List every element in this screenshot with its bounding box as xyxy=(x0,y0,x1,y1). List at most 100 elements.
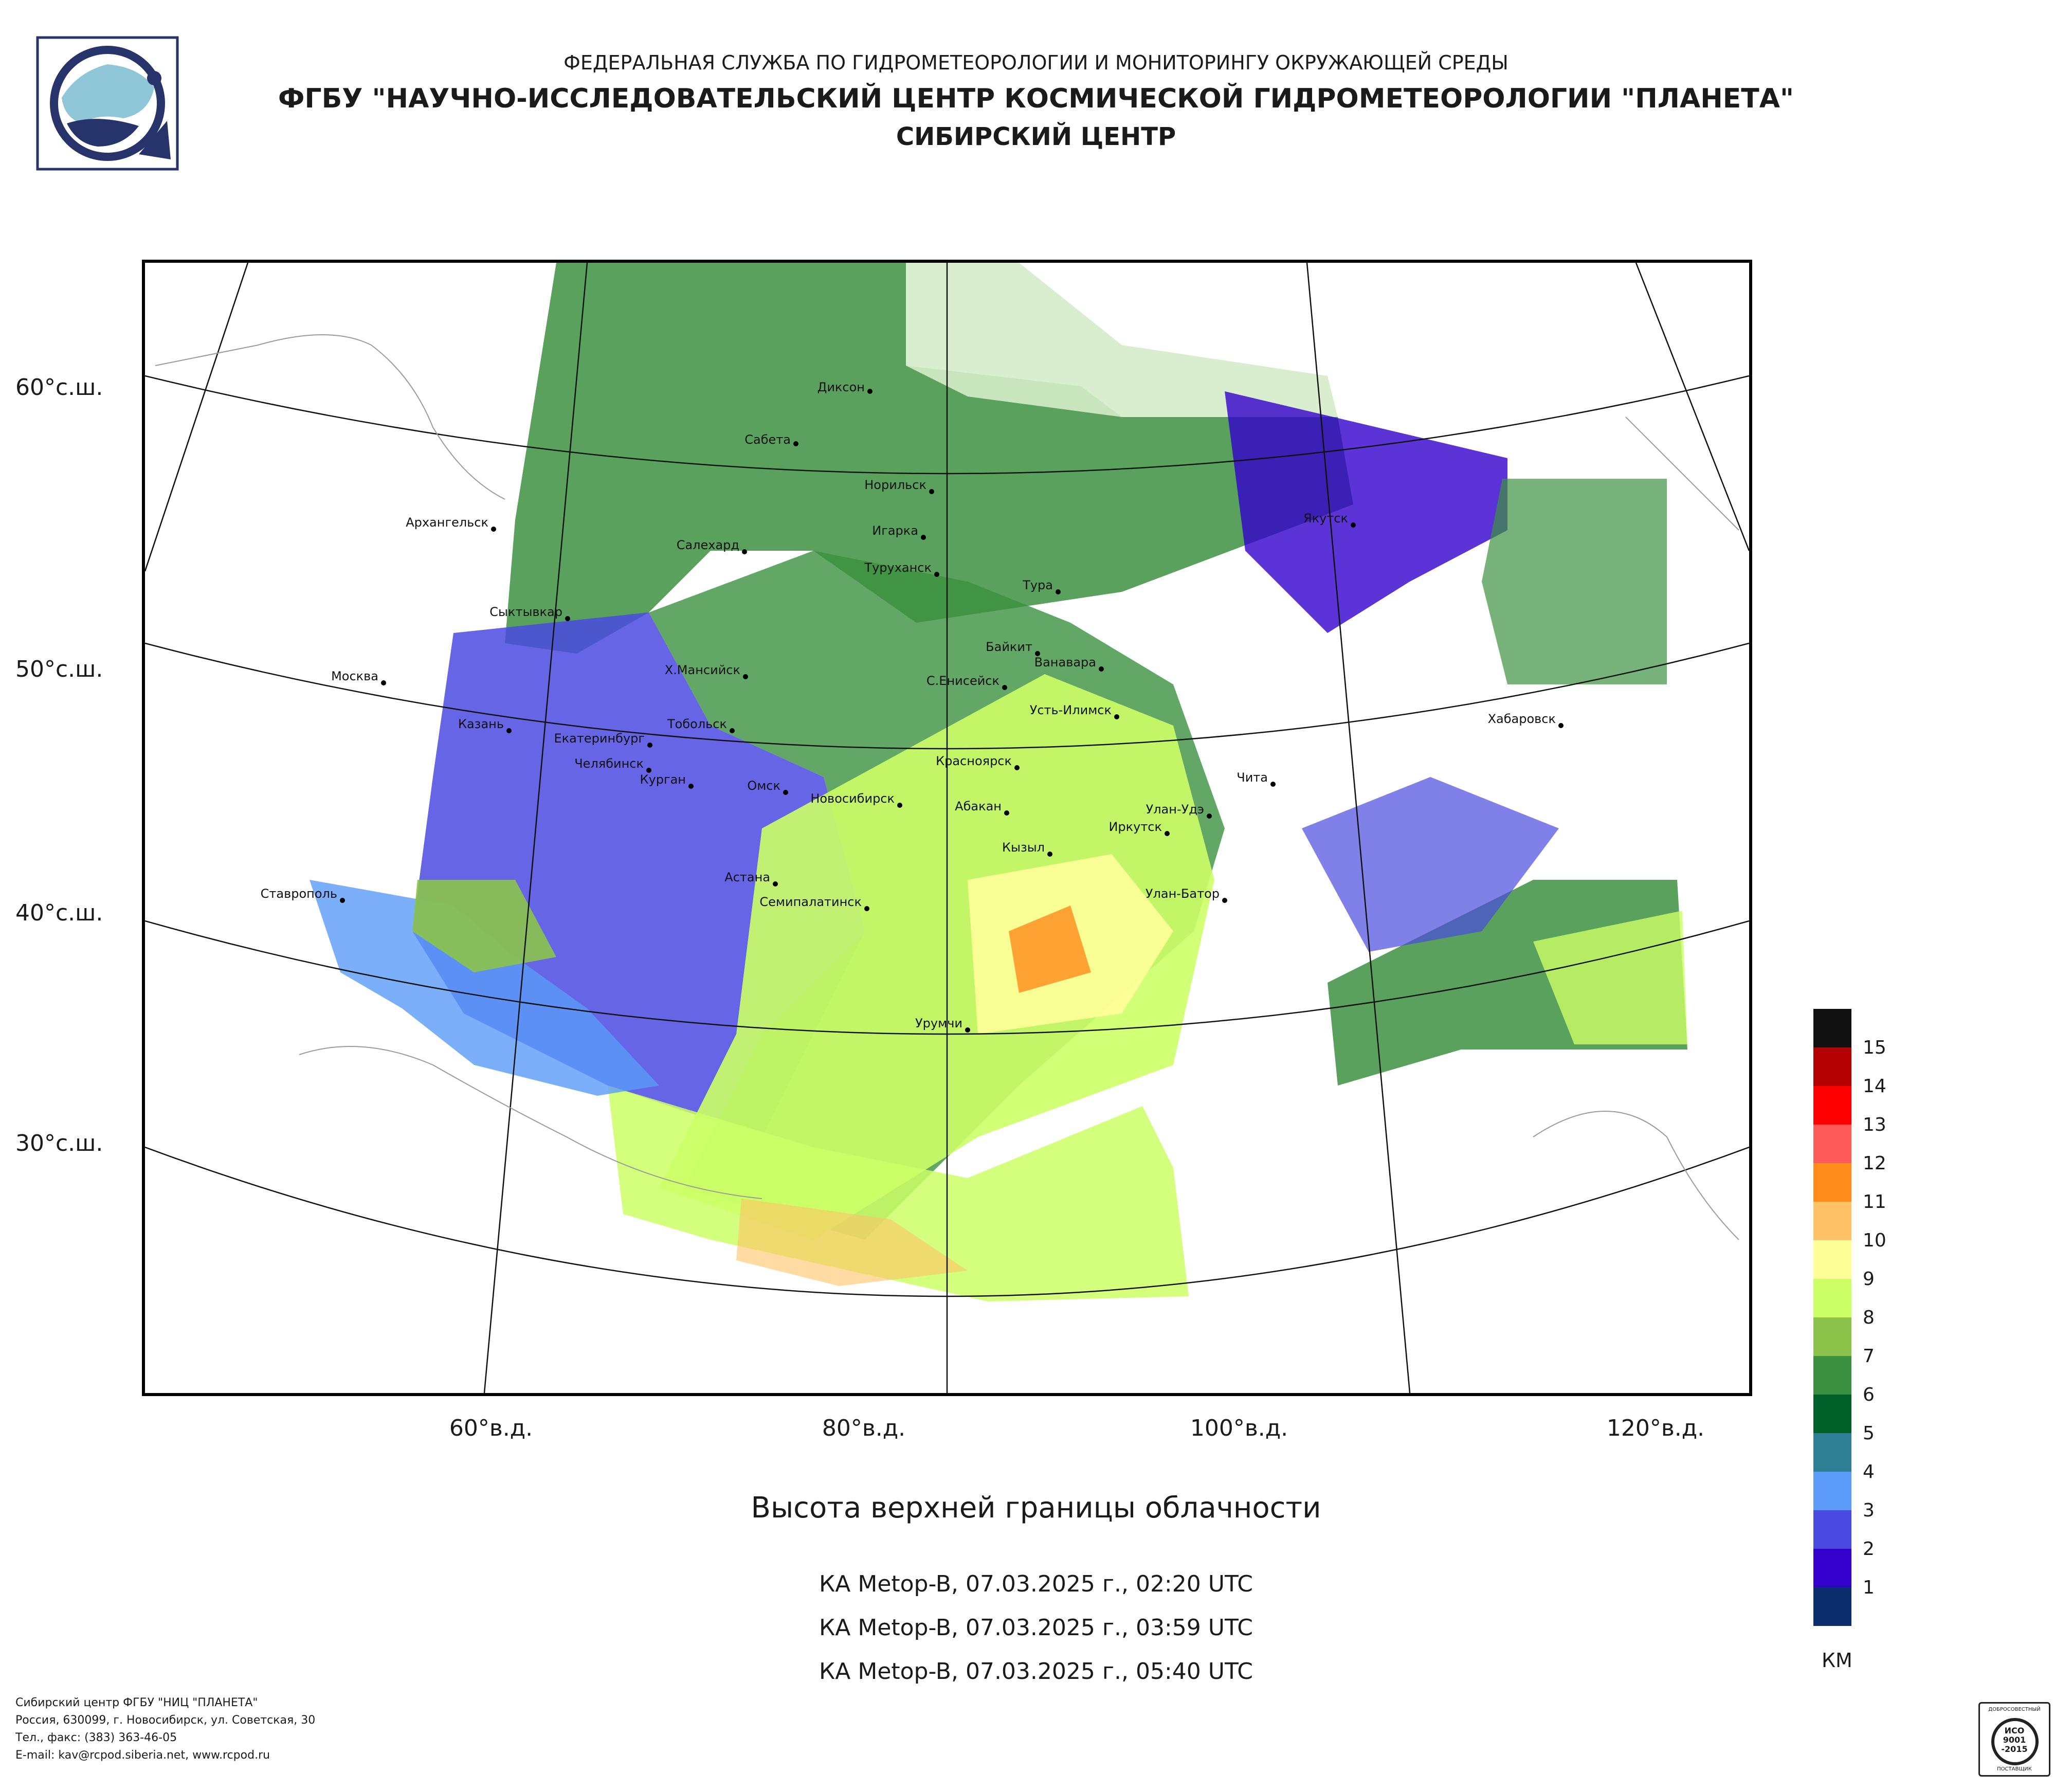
legend-label-9: 9 xyxy=(1863,1269,1875,1290)
legend-label-5: 5 xyxy=(1863,1423,1875,1444)
legend-swatch-15 xyxy=(1813,1047,1851,1086)
legend-label-12: 12 xyxy=(1863,1153,1886,1174)
svg-text:Игарка: Игарка xyxy=(872,523,918,538)
city-vanavara: Ванавара xyxy=(1034,655,1104,672)
city-markers: Диксон Сабета Норильск Архангельск Игарк… xyxy=(261,380,1564,1033)
svg-text:Якутск: Якутск xyxy=(1303,511,1348,526)
legend-swatch-top xyxy=(1813,1009,1851,1047)
svg-text:Омск: Омск xyxy=(747,779,780,793)
legend-label-1: 1 xyxy=(1863,1577,1875,1598)
legend-label-6: 6 xyxy=(1863,1384,1875,1405)
svg-text:Сабета: Сабета xyxy=(744,432,791,447)
legend-label-14: 14 xyxy=(1863,1076,1886,1097)
cert-line3: -2015 xyxy=(2001,1744,2028,1754)
city-novosibirsk: Новосибирск xyxy=(810,791,902,808)
city-tura: Тура xyxy=(1022,578,1061,594)
svg-text:Екатеринбург: Екатеринбург xyxy=(554,731,645,746)
svg-text:Абакан: Абакан xyxy=(955,799,1002,813)
svg-text:Байкит: Байкит xyxy=(986,640,1032,654)
svg-text:Хабаровск: Хабаровск xyxy=(1488,712,1556,726)
svg-text:Красноярск: Красноярск xyxy=(936,754,1012,768)
legend-label-2: 2 xyxy=(1863,1539,1875,1560)
svg-text:Тура: Тура xyxy=(1022,578,1053,592)
city-ust-ilimsk: Усть-Илимск xyxy=(1030,703,1119,719)
svg-text:Челябинск: Челябинск xyxy=(574,756,644,771)
city-ulan-ude: Улан-Удэ xyxy=(1146,802,1212,819)
city-s-eniseysk: С.Енисейск xyxy=(926,674,1007,690)
legend-swatch-10 xyxy=(1813,1240,1851,1279)
pass-3: КА Metop-B, 07.03.2025 г., 05:40 UTC xyxy=(819,1658,1253,1685)
svg-text:Норильск: Норильск xyxy=(864,478,926,492)
legend-swatch-8 xyxy=(1813,1317,1851,1356)
lat-label-30: 30°с.ш. xyxy=(15,1130,103,1156)
legend-swatch-4 xyxy=(1813,1472,1851,1510)
pass-1: КА Metop-B, 07.03.2025 г., 02:20 UTC xyxy=(819,1571,1253,1597)
legend-unit: КМ xyxy=(1822,1649,1852,1672)
svg-text:Улан-Батор: Улан-Батор xyxy=(1146,887,1220,901)
svg-text:Усть-Илимск: Усть-Илимск xyxy=(1030,703,1112,717)
agency-title: ФЕДЕРАЛЬНАЯ СЛУЖБА ПО ГИДРОМЕТЕОРОЛОГИИ … xyxy=(564,51,1508,74)
svg-text:Урумчи: Урумчи xyxy=(915,1016,962,1030)
svg-text:Х.Мансийск: Х.Мансийск xyxy=(665,663,740,677)
svg-text:Иркутск: Иркутск xyxy=(1108,820,1162,834)
planeta-logo xyxy=(36,36,179,171)
lon-label-100: 100°в.д. xyxy=(1190,1415,1288,1441)
city-chelyabinsk: Челябинск xyxy=(574,756,651,773)
svg-text:Тобольск: Тобольск xyxy=(667,717,727,731)
lat-label-60: 60°с.ш. xyxy=(15,374,103,401)
legend-label-8: 8 xyxy=(1863,1307,1875,1328)
city-ekaterinburg: Екатеринбург xyxy=(554,731,652,748)
legend-label-7: 7 xyxy=(1863,1346,1875,1367)
city-khanty-mansiysk: Х.Мансийск xyxy=(665,663,748,679)
city-omsk: Омск xyxy=(747,779,788,795)
legend-swatch-13 xyxy=(1813,1125,1851,1163)
city-kurgan: Курган xyxy=(640,772,694,789)
map-canvas: Диксон Сабета Норильск Архангельск Игарк… xyxy=(145,263,1749,1393)
city-norilsk: Норильск xyxy=(864,478,934,494)
cert-line1: ИСО xyxy=(2004,1726,2025,1735)
legend-swatch-2 xyxy=(1813,1549,1851,1587)
pass-2: КА Metop-B, 07.03.2025 г., 03:59 UTC xyxy=(819,1615,1253,1641)
svg-text:Архангельск: Архангельск xyxy=(406,515,488,530)
city-salekhard: Салехард xyxy=(677,538,747,554)
svg-text:Салехард: Салехард xyxy=(677,538,739,552)
city-irkutsk: Иркутск xyxy=(1108,820,1170,836)
city-arkhangelsk: Архангельск xyxy=(406,515,496,532)
legend-label-10: 10 xyxy=(1863,1230,1886,1251)
legend-swatch-12 xyxy=(1813,1163,1851,1202)
svg-text:Новосибирск: Новосибирск xyxy=(810,791,895,806)
city-baykit: Байкит xyxy=(986,640,1040,656)
legend-label-3: 3 xyxy=(1863,1500,1875,1521)
footer-phone: Тел., факс: (383) 363-46-05 xyxy=(15,1731,177,1744)
city-khabarovsk: Хабаровск xyxy=(1488,712,1564,728)
city-krasnoyarsk: Красноярск xyxy=(936,754,1020,770)
city-yakutsk: Якутск xyxy=(1303,511,1356,528)
lon-label-60: 60°в.д. xyxy=(449,1415,533,1441)
institute-title: ФГБУ "НАУЧНО-ИССЛЕДОВАТЕЛЬСКИЙ ЦЕНТР КОС… xyxy=(278,83,1794,114)
city-turukhansk: Туруханск xyxy=(864,560,939,577)
footer-org: Сибирский центр ФГБУ "НИЦ "ПЛАНЕТА" xyxy=(15,1696,258,1709)
city-dikson: Диксон xyxy=(817,380,873,394)
satellite-cloud-field xyxy=(310,263,1687,1301)
legend-swatch-9 xyxy=(1813,1279,1851,1317)
legend-swatch-11 xyxy=(1813,1202,1851,1240)
graticule xyxy=(145,263,1749,1393)
svg-text:Туруханск: Туруханск xyxy=(864,560,932,575)
svg-text:Кызыл: Кызыл xyxy=(1002,840,1045,855)
svg-text:Казань: Казань xyxy=(458,717,504,731)
contact-footer: Сибирский центр ФГБУ "НИЦ "ПЛАНЕТА" Росс… xyxy=(15,1694,315,1764)
legend-swatch-6 xyxy=(1813,1395,1851,1433)
coastline-sketch xyxy=(155,334,1739,1240)
city-tobolsk: Тобольск xyxy=(667,717,735,733)
lat-label-40: 40°с.ш. xyxy=(15,900,103,926)
lon-label-80: 80°в.д. xyxy=(822,1415,906,1441)
legend-label-13: 13 xyxy=(1863,1114,1886,1135)
city-kyzyl: Кызыл xyxy=(1002,840,1052,857)
svg-text:Семипалатинск: Семипалатинск xyxy=(759,895,862,909)
svg-text:Диксон: Диксон xyxy=(817,380,865,394)
footer-address: Россия, 630099, г. Новосибирск, ул. Сове… xyxy=(15,1714,316,1727)
legend-label-11: 11 xyxy=(1863,1191,1886,1213)
svg-text:Астана: Астана xyxy=(724,870,770,884)
city-kazan: Казань xyxy=(458,717,512,733)
legend-swatch-14 xyxy=(1813,1086,1851,1125)
